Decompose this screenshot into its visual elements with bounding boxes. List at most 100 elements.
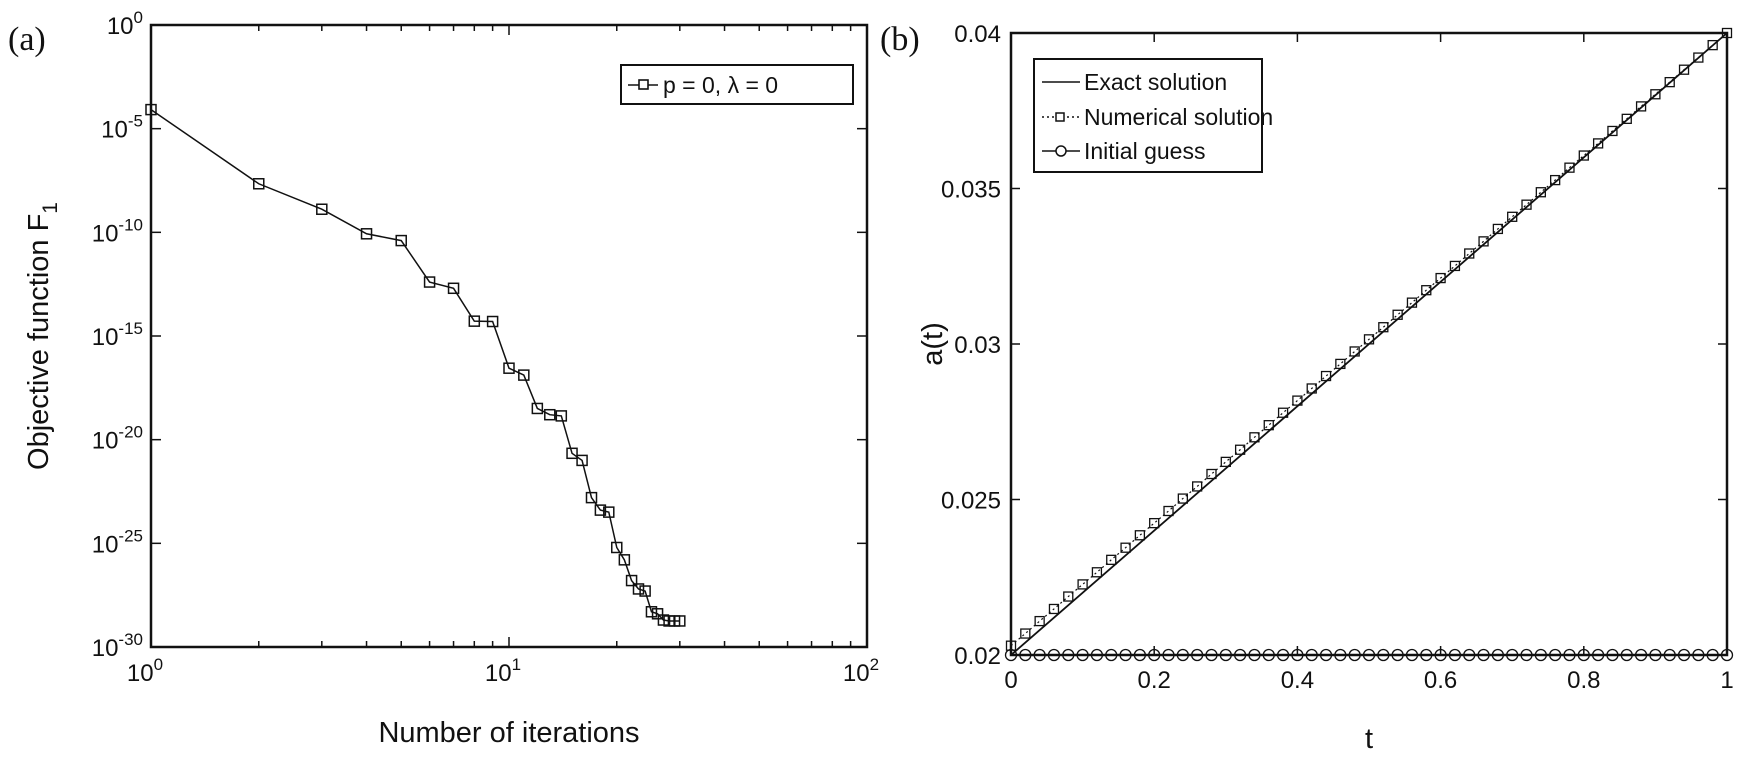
tick-label-exponent: -10 bbox=[118, 215, 143, 234]
panel-a-y-axis-label-main: Objective function F bbox=[23, 214, 55, 470]
panel-b-numerical-data-point bbox=[1650, 89, 1661, 100]
panel-b-numerical-data-point bbox=[1435, 272, 1446, 284]
panel-b-initial-guess-data-point bbox=[1491, 648, 1505, 662]
panel-b-numerical-data-point bbox=[1492, 223, 1504, 235]
panel-a-y-axis-label: Objective function F1 bbox=[23, 202, 62, 470]
panel-b-initial-guess-data-point bbox=[1649, 648, 1662, 662]
panel-a: (a) 100 101 10210010-510-1010-1510-2010-25… bbox=[8, 8, 879, 749]
panel-b-legend-entry-numerical: Numerical solution bbox=[1084, 104, 1273, 130]
panel-a-y-tick-label: 10-25 bbox=[92, 526, 143, 558]
panel-b-initial-guess-data-point bbox=[1463, 648, 1476, 662]
panel-b-numerical-data-point bbox=[1163, 505, 1174, 517]
panel-a-plot-area: 100 101 10210010-510-1010-1510-2010-2510-3… bbox=[92, 8, 879, 687]
panel-b-initial-guess-data-point bbox=[1105, 648, 1118, 662]
panel-b-initial-guess-data-point bbox=[1634, 648, 1648, 662]
panel-b-numerical-data-point bbox=[1134, 530, 1146, 541]
panel-a-y-tick-label: 10-20 bbox=[92, 423, 143, 455]
panel-b-initial-guess-data-point bbox=[1291, 648, 1304, 662]
panel-b-numerical-data-point bbox=[1091, 567, 1103, 578]
panel-b-numerical-data-point bbox=[1349, 346, 1360, 357]
panel-b-initial-guess-data-point bbox=[1720, 648, 1734, 662]
panel-b-numerical-data-point bbox=[1263, 420, 1274, 431]
panel-b-initial-guess-data-point bbox=[1248, 648, 1261, 662]
panel-a-y-tick-label: 10-30 bbox=[92, 630, 143, 662]
tick-label-base: 10 bbox=[92, 531, 119, 558]
panel-b-numerical-data-point bbox=[1220, 456, 1231, 468]
panel-a-data-point bbox=[555, 410, 568, 422]
tick-label-base: 10 bbox=[92, 635, 119, 662]
panel-b-numerical-data-point bbox=[1192, 481, 1203, 492]
panel-a-data-point bbox=[468, 315, 481, 327]
tick-label-base: 10 bbox=[101, 117, 128, 144]
panel-b-numerical-data-point bbox=[1335, 358, 1346, 370]
panel-b-initial-guess-data-point bbox=[1420, 648, 1433, 662]
panel-b-numerical-data-point bbox=[1392, 309, 1403, 320]
panel-b-legend: Exact solution Numerical solution Initia… bbox=[1033, 58, 1273, 173]
panel-a-label: (a) bbox=[8, 21, 46, 58]
tick-label-base: 10 bbox=[485, 660, 512, 687]
panel-a-data-point bbox=[585, 491, 598, 504]
panel-a-data-point bbox=[316, 203, 328, 215]
panel-a-legend-box bbox=[620, 64, 854, 105]
panel-a-y-axis-label-subscript: 1 bbox=[39, 202, 62, 214]
panel-b-initial-guess-data-point bbox=[1448, 648, 1462, 662]
tick-label-base: 10 bbox=[107, 13, 134, 40]
panel-b-initial-guess-data-point bbox=[1405, 648, 1419, 662]
panel-b-initial-guess-data-point bbox=[1305, 648, 1318, 662]
panel-b-x-tick-label: 0.8 bbox=[1567, 667, 1600, 694]
panel-b-initial-guess-data-point bbox=[1377, 648, 1390, 662]
panel-b-numerical-data-point bbox=[1249, 432, 1260, 443]
panel-b-numerical-data-point bbox=[1635, 101, 1647, 112]
panel-b-initial-guess-data-point bbox=[1233, 648, 1247, 662]
tick-label-base: 10 bbox=[127, 660, 154, 687]
panel-b-numerical-data-point bbox=[1621, 113, 1632, 124]
panel-b-y-tick-label: 0.02 bbox=[954, 643, 1001, 670]
panel-b-legend-entry-exact: Exact solution bbox=[1084, 69, 1227, 95]
panel-b-numerical-data-point bbox=[1063, 591, 1074, 602]
panel-a-data-point bbox=[395, 234, 407, 247]
panel-a-legend: p = 0, λ = 0 bbox=[620, 64, 854, 105]
panel-a-y-tick-label: 10-10 bbox=[92, 215, 143, 247]
panel-b-numerical-data-point bbox=[1292, 395, 1303, 406]
panel-b-initial-guess-data-point bbox=[1334, 648, 1347, 662]
panel-a-data-point bbox=[253, 178, 265, 190]
panel-a-axes-box bbox=[149, 23, 869, 649]
panel-b-legend-square-marker-icon bbox=[1055, 112, 1065, 122]
panel-a-legend-square-marker-icon bbox=[638, 79, 649, 90]
tick-label-exponent: 2 bbox=[870, 655, 879, 674]
panel-b-numerical-data-point bbox=[1678, 64, 1690, 75]
panel-b-initial-guess-data-point bbox=[1577, 648, 1590, 662]
panel-b-numerical-data-point bbox=[1106, 554, 1117, 565]
panel-b-initial-guess-data-point bbox=[1276, 648, 1290, 662]
panel-a-data-point bbox=[645, 606, 658, 618]
panel-b-x-tick-label: 0.2 bbox=[1138, 667, 1171, 694]
panel-a-data-point bbox=[544, 408, 556, 421]
panel-b-initial-guess-data-point bbox=[1348, 648, 1361, 662]
panel-a-data-point bbox=[423, 276, 436, 288]
panel-b-plot-area: 0 0.2 0.4 0.6 0.8 1 0.02 0.025 0.03 0.035 0.04 bbox=[941, 21, 1734, 694]
panel-b-initial-guess-data-point bbox=[1033, 648, 1046, 662]
panel-b-numerical-data-point bbox=[1120, 542, 1131, 553]
panel-b-initial-guess-data-point bbox=[1019, 648, 1032, 662]
panel-b-legend-circle-marker-icon bbox=[1055, 145, 1067, 157]
panel-a-y-tick-label: 100 bbox=[107, 8, 143, 40]
tick-label-exponent: -15 bbox=[118, 319, 143, 338]
panel-a-data-point bbox=[603, 506, 615, 518]
panel-b-numerical-data-point bbox=[1149, 517, 1160, 529]
panel-b-initial-guess-data-point bbox=[1205, 648, 1218, 662]
panel-a-x-tick-label: 101 bbox=[485, 655, 521, 687]
tick-label-exponent: 1 bbox=[512, 655, 521, 674]
panel-b-initial-guess-data-point bbox=[1162, 648, 1175, 662]
panel-b-numerical-data-point bbox=[1234, 444, 1246, 455]
panel-b-y-tick-label: 0.035 bbox=[941, 177, 1001, 204]
panel-b-initial-guess-data-point bbox=[1506, 648, 1519, 662]
tick-label-base: 10 bbox=[92, 220, 119, 247]
panel-b-legend-entry-initial: Initial guess bbox=[1084, 138, 1205, 164]
panel-a-data-point bbox=[594, 504, 607, 516]
panel-a-y-tick-label: 10-5 bbox=[101, 112, 143, 144]
panel-b-numerical-data-point bbox=[1592, 138, 1604, 149]
panel-a-x-tick-label: 102 bbox=[843, 655, 879, 687]
panel-a-data-point bbox=[632, 583, 645, 595]
panel-b-initial-guess-data-point bbox=[1062, 648, 1075, 662]
panel-b-initial-guess-data-point bbox=[1148, 648, 1161, 662]
